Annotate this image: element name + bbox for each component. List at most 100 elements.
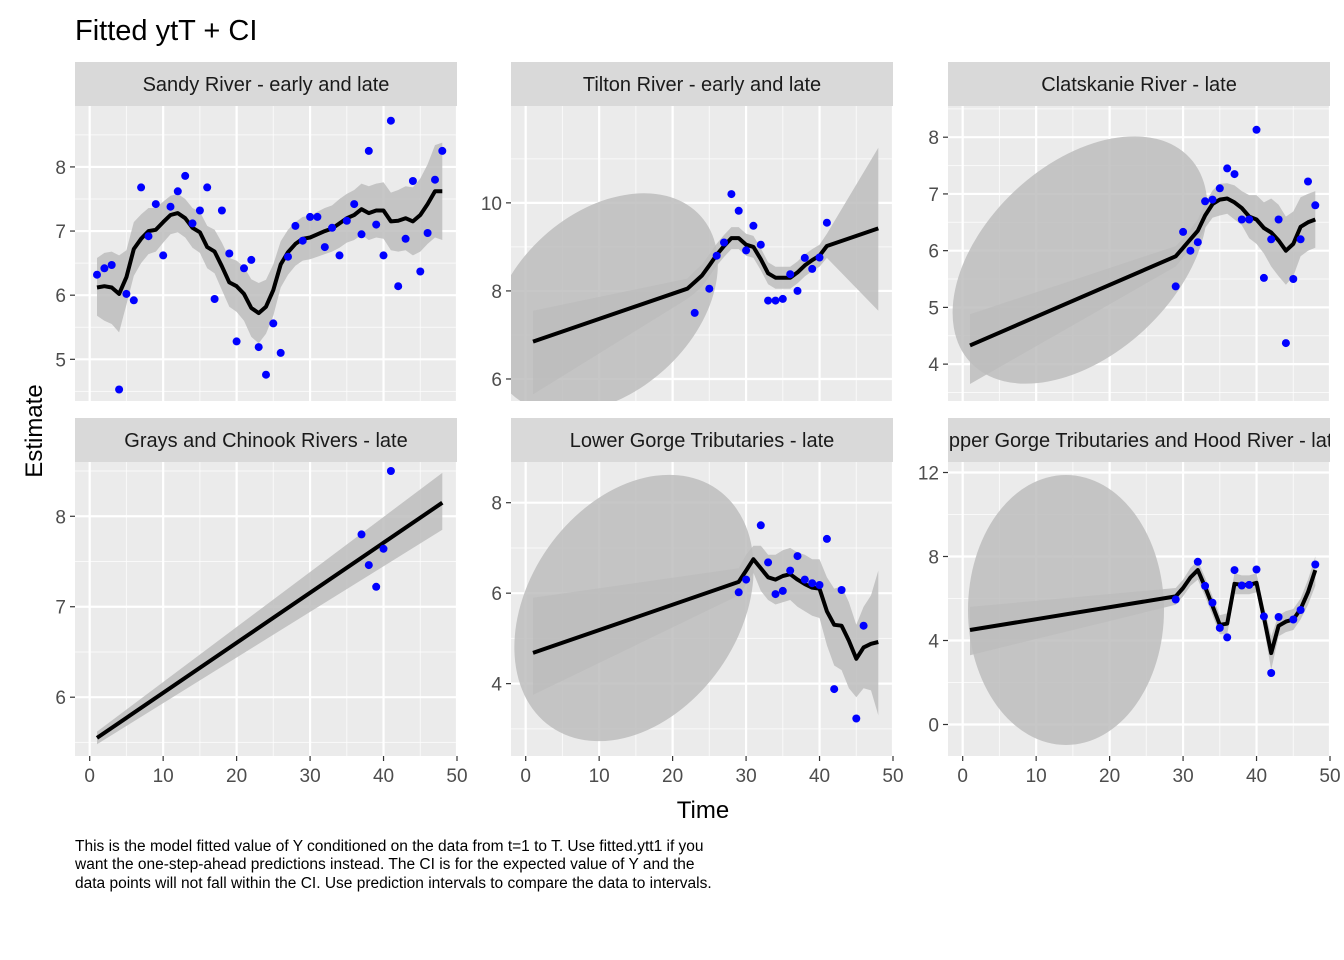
data-point: [705, 284, 714, 293]
data-point: [291, 221, 300, 230]
data-point: [357, 530, 366, 539]
facet-strip: [75, 62, 457, 106]
data-point: [276, 348, 285, 357]
data-point: [1289, 615, 1298, 624]
x-tick-label: 30: [1173, 766, 1194, 787]
data-point: [1252, 125, 1261, 134]
data-point: [1223, 164, 1232, 173]
data-point: [372, 220, 381, 229]
data-point: [1296, 606, 1305, 614]
data-point: [859, 621, 868, 630]
facet-panel: Tilton River - early and late 6 8 10: [481, 62, 895, 401]
data-point: [1171, 282, 1180, 291]
data-point: [771, 296, 780, 305]
data-point: [815, 253, 824, 262]
x-tick-label: 50: [1319, 766, 1340, 787]
data-point: [734, 206, 743, 215]
x-tick-label: 10: [153, 766, 174, 787]
data-point: [181, 171, 190, 180]
data-point: [720, 238, 728, 247]
data-point: [764, 558, 773, 567]
data-point: [364, 561, 373, 570]
data-point: [1281, 339, 1290, 348]
panel-data-layer: [968, 475, 1320, 745]
x-tick-label: 30: [300, 766, 321, 787]
x-tick-label: 10: [589, 766, 610, 787]
y-tick-label: 12: [918, 464, 939, 485]
data-point: [1193, 557, 1202, 566]
data-point: [786, 270, 795, 279]
data-point: [93, 270, 101, 279]
data-point: [1230, 566, 1239, 575]
data-point: [107, 261, 116, 269]
panel-data-layer: [95, 467, 444, 745]
data-point: [298, 236, 307, 245]
data-point: [240, 264, 248, 273]
data-point: [203, 183, 212, 192]
data-point: [1311, 201, 1320, 210]
data-point: [734, 588, 743, 597]
y-tick-label: 6: [928, 242, 939, 263]
data-point: [357, 230, 366, 239]
x-tick-label: 50: [446, 766, 467, 787]
data-point: [1245, 580, 1254, 589]
fitted-line: [532, 557, 879, 661]
data-point: [151, 200, 160, 209]
data-point: [173, 187, 182, 196]
data-point: [852, 714, 861, 723]
y-tick-label: 4: [491, 675, 502, 696]
facet-panel: Sandy River - early and late 5 6 7 8: [55, 62, 459, 401]
data-point: [342, 216, 351, 225]
y-tick-label: 4: [928, 632, 939, 653]
data-point: [1267, 235, 1276, 244]
data-point: [1245, 215, 1254, 224]
data-point: [254, 343, 263, 352]
x-tick-label: 0: [957, 766, 968, 787]
data-point: [756, 240, 765, 249]
y-tick-label: 8: [928, 128, 939, 149]
ci-ribbon: [533, 545, 879, 716]
y-axis-label: Estimate: [21, 384, 48, 477]
x-tick-label: 0: [520, 766, 531, 787]
y-tick-label: 8: [55, 507, 66, 528]
data-point: [144, 232, 153, 241]
x-tick-label: 20: [662, 766, 683, 787]
data-point: [364, 146, 373, 155]
data-point: [1179, 227, 1188, 236]
data-point: [1311, 560, 1320, 569]
facet-panel: Lower Gorge Tributaries - late 4 6 8 0 10 20 30…: [491, 418, 904, 787]
data-point: [1223, 633, 1232, 642]
panel-data-layer: [952, 125, 1320, 384]
data-point: [808, 579, 817, 588]
data-point: [210, 295, 219, 303]
data-point: [438, 146, 447, 155]
y-tick-label: 6: [491, 370, 502, 391]
data-point: [749, 221, 758, 230]
data-point: [386, 467, 395, 475]
y-tick-label: 8: [55, 158, 66, 179]
data-point: [1171, 595, 1180, 604]
data-point: [771, 590, 780, 599]
fitted-line: [96, 189, 443, 316]
facet-strip-label: Lower Gorge Tributaries - late: [570, 430, 835, 452]
data-point: [188, 219, 197, 228]
facet-strip: [948, 418, 1330, 462]
facet-panel: Clatskanie River - late 4 5 6 7 8: [928, 62, 1332, 401]
data-point: [808, 264, 817, 273]
data-point: [1304, 177, 1312, 186]
y-tick-label: 6: [491, 584, 502, 605]
facet-strip-label: Upper Gorge Tributaries and Hood River -…: [934, 430, 1343, 452]
data-point: [401, 234, 410, 243]
ci-ribbon: [970, 183, 1316, 384]
fitted-line: [95, 501, 444, 740]
data-point: [1259, 612, 1268, 621]
panel-data-layer: [514, 474, 879, 742]
y-tick-label: 7: [55, 222, 66, 243]
data-point: [217, 206, 226, 215]
facet-strip-label: Clatskanie River - late: [1041, 74, 1237, 96]
facet-strip: [511, 418, 893, 462]
data-point: [122, 289, 131, 298]
data-point: [815, 581, 824, 589]
data-point: [232, 337, 241, 346]
x-tick-label: 50: [882, 766, 903, 787]
